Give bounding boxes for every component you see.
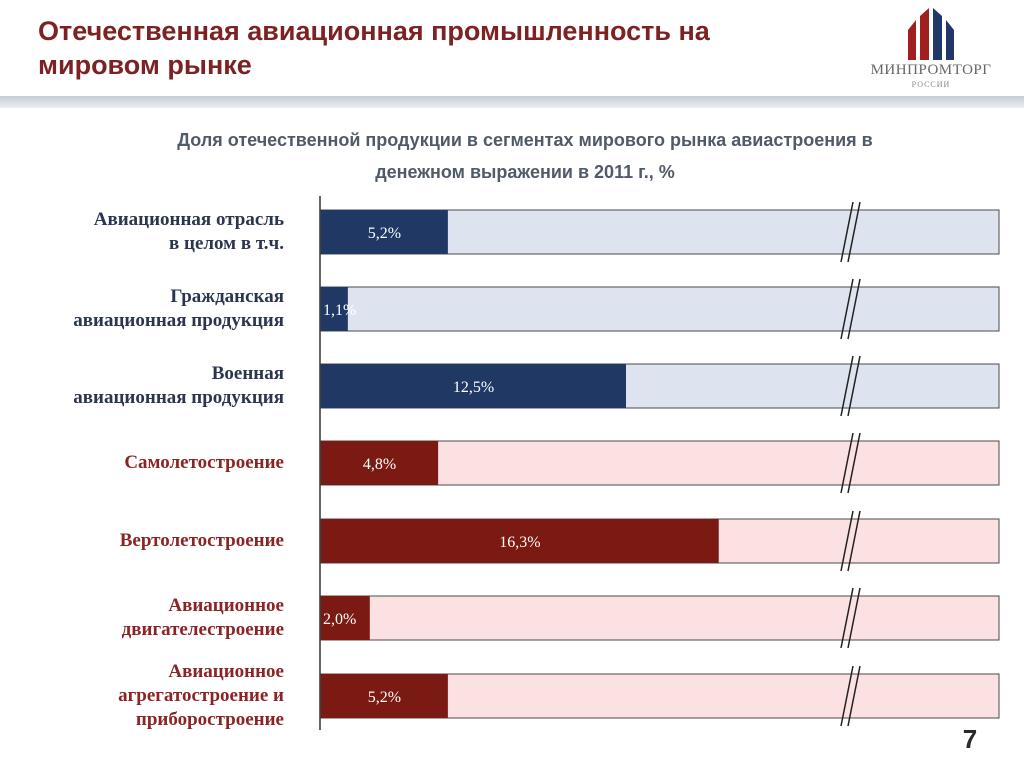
category-label-line: агрегатостроение и [118, 685, 284, 706]
axis-break-mark [840, 278, 854, 340]
page-number: 7 [962, 724, 978, 754]
category-label-line: Вертолетостроение [119, 530, 284, 551]
axis-break-mark [840, 201, 854, 263]
data-label: 5,2% [368, 225, 401, 242]
bar-track [320, 286, 1000, 332]
chart-title: Доля отечественной продукции в сегментах… [80, 124, 970, 188]
header-divider [0, 96, 1024, 108]
slide-title-line1: Отечественная авиационная промышленность… [38, 16, 710, 46]
category-label-line: авиационная продукция [73, 310, 284, 331]
slide-title: Отечественная авиационная промышленность… [38, 14, 798, 82]
data-label: 5,2% [368, 689, 401, 706]
minpromtorg-logo: МИНПРОМТОРГ РОССИИ [866, 6, 996, 96]
category-label-line: в целом в т.ч. [168, 233, 284, 254]
axis-break-mark [847, 355, 861, 417]
chart-title-line2: денежном выражении в 2011 г., % [375, 162, 675, 182]
data-label: 1,1% [323, 302, 356, 319]
axis-break-mark [840, 510, 854, 572]
bar [321, 441, 439, 485]
slide-title-line2: мировом рынке [38, 50, 252, 80]
data-label: 4,8% [363, 456, 396, 473]
logo-emblem-icon [908, 8, 954, 60]
bar [321, 287, 348, 331]
category-label-line: авиационная продукция [73, 387, 284, 408]
bar [321, 519, 719, 563]
bar [321, 210, 448, 254]
bar [321, 364, 626, 408]
category-label-line: Гражданская [170, 286, 284, 307]
data-label: 16,3% [499, 534, 540, 551]
axis-break-mark [840, 665, 854, 727]
axis-break-mark [847, 278, 861, 340]
axis-break-mark [847, 201, 861, 263]
bar-track [320, 595, 1000, 641]
category-label: Авиационное агрегатостроение и приборостро… [20, 660, 284, 732]
data-label: 12,5% [453, 379, 494, 396]
axis-break-mark [840, 355, 854, 417]
category-label-line: Самолетостроение [124, 452, 284, 473]
data-label: 2,0% [323, 611, 356, 628]
category-label: Авиационное двигателестроение [20, 594, 284, 642]
bar [321, 596, 370, 640]
axis-break-mark [847, 665, 861, 727]
axis-break-mark [847, 510, 861, 572]
category-label: Вертолетостроение [20, 529, 284, 553]
logo-text: МИНПРОМТОРГ [870, 62, 992, 78]
category-label-line: Авиационное [168, 595, 284, 616]
category-label: Гражданская авиационная продукция [20, 285, 284, 333]
category-label-line: Военная [211, 363, 284, 384]
chart-title-line1: Доля отечественной продукции в сегментах… [177, 130, 873, 150]
category-label: Самолетостроение [20, 451, 284, 475]
category-label-line: приборостроение [135, 709, 284, 730]
axis-break-mark [840, 587, 854, 649]
category-label-line: двигателестроение [121, 619, 284, 640]
axis-break-mark [847, 587, 861, 649]
category-label-line: Авиационная отрасль [93, 209, 284, 230]
bar [321, 674, 448, 718]
category-label: Военная авиационная продукция [20, 362, 284, 410]
category-label: Авиационная отрасль в целом в т.ч. [20, 208, 284, 256]
axis-break-mark [847, 432, 861, 494]
logo-subtext: РОССИИ [911, 80, 951, 89]
category-label-line: Авиационное [168, 661, 284, 682]
axis-break-mark [840, 432, 854, 494]
